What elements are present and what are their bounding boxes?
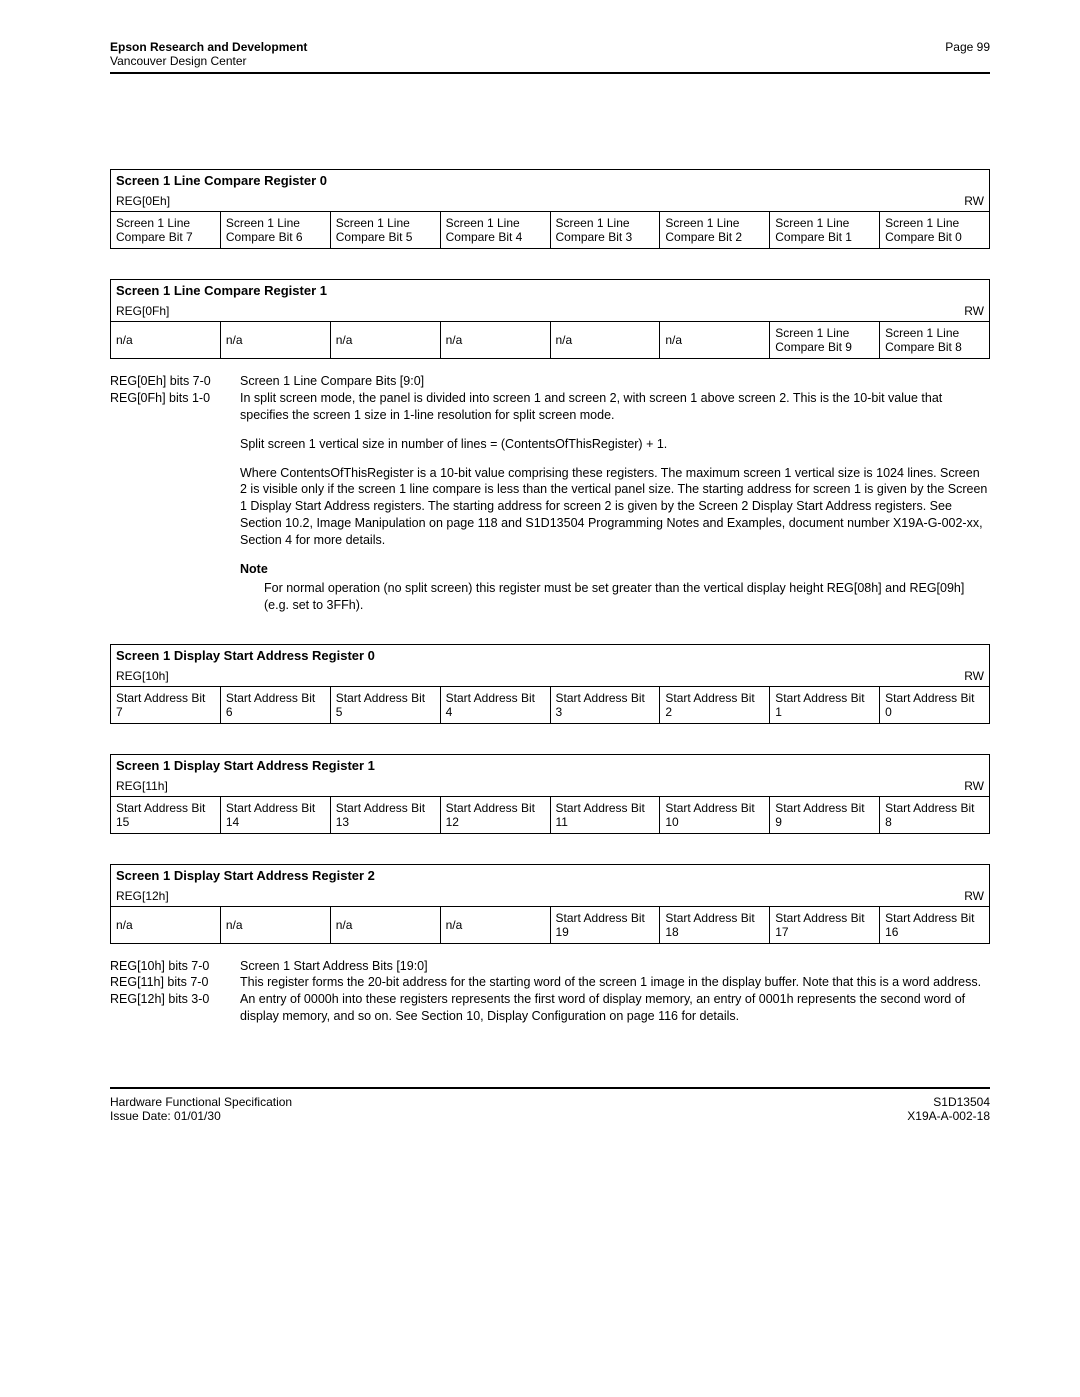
desc1: REG[0Eh] bits 7-0 REG[0Fh] bits 1-0 Scre…	[110, 373, 990, 614]
desc2-p1: This register forms the 20-bit address f…	[240, 974, 990, 1025]
reg11-bit11: Start Address Bit 11	[550, 796, 660, 833]
footer-right1: S1D13504	[907, 1095, 990, 1109]
reg12-access: RW	[964, 889, 984, 903]
reg12-table: Screen 1 Display Start Address Register …	[110, 864, 990, 944]
reg0f-table: Screen 1 Line Compare Register 1 REG[0Fh…	[110, 279, 990, 359]
reg11-title: Screen 1 Display Start Address Register …	[116, 758, 984, 773]
reg10-table: Screen 1 Display Start Address Register …	[110, 644, 990, 724]
reg0f-name: REG[0Fh]	[116, 304, 169, 318]
reg0f-bit2: n/a	[660, 322, 770, 359]
reg12-title: Screen 1 Display Start Address Register …	[116, 868, 984, 883]
reg12-bit7: n/a	[111, 906, 221, 943]
reg0e-bit7: Screen 1 Line Compare Bit 7	[111, 212, 221, 249]
reg12-name: REG[12h]	[116, 889, 169, 903]
footer-right2: X19A-A-002-18	[907, 1109, 990, 1123]
desc1-p2: Split screen 1 vertical size in number o…	[240, 436, 990, 453]
reg0f-bit1: Screen 1 Line Compare Bit 9	[770, 322, 880, 359]
reg10-access: RW	[964, 669, 984, 683]
reg10-bit6: Start Address Bit 6	[220, 686, 330, 723]
reg11-table: Screen 1 Display Start Address Register …	[110, 754, 990, 834]
reg11-bit13: Start Address Bit 13	[330, 796, 440, 833]
reg0e-bit1: Screen 1 Line Compare Bit 1	[770, 212, 880, 249]
desc2-l3: REG[12h] bits 3-0	[110, 991, 240, 1008]
reg0e-access: RW	[964, 194, 984, 208]
reg11-bit12: Start Address Bit 12	[440, 796, 550, 833]
reg10-bit0: Start Address Bit 0	[880, 686, 990, 723]
reg11-access: RW	[964, 779, 984, 793]
reg0e-bit2: Screen 1 Line Compare Bit 2	[660, 212, 770, 249]
reg10-name: REG[10h]	[116, 669, 169, 683]
reg12-bit5: n/a	[330, 906, 440, 943]
reg12-bit17: Start Address Bit 17	[770, 906, 880, 943]
footer-rule	[110, 1087, 990, 1089]
reg0f-bit3: n/a	[550, 322, 660, 359]
footer-left2: Issue Date: 01/01/30	[110, 1109, 292, 1123]
header-org: Epson Research and Development	[110, 40, 307, 54]
reg0e-bit5: Screen 1 Line Compare Bit 5	[330, 212, 440, 249]
desc1-l1: REG[0Eh] bits 7-0	[110, 373, 240, 390]
header-page: Page 99	[945, 40, 990, 54]
reg0e-bit3: Screen 1 Line Compare Bit 3	[550, 212, 660, 249]
reg0f-bit5: n/a	[330, 322, 440, 359]
desc1-note: For normal operation (no split screen) t…	[264, 580, 990, 614]
reg0e-bit6: Screen 1 Line Compare Bit 6	[220, 212, 330, 249]
reg12-bit4: n/a	[440, 906, 550, 943]
reg11-name: REG[11h]	[116, 779, 168, 793]
reg0f-bit4: n/a	[440, 322, 550, 359]
reg0f-bit0: Screen 1 Line Compare Bit 8	[880, 322, 990, 359]
reg10-bit4: Start Address Bit 4	[440, 686, 550, 723]
reg12-bit16: Start Address Bit 16	[880, 906, 990, 943]
header-sub: Vancouver Design Center	[110, 54, 307, 68]
reg0f-bit7: n/a	[111, 322, 221, 359]
footer-left1: Hardware Functional Specification	[110, 1095, 292, 1109]
desc2-l2: REG[11h] bits 7-0	[110, 974, 240, 991]
reg12-bit18: Start Address Bit 18	[660, 906, 770, 943]
desc1-p1: In split screen mode, the panel is divid…	[240, 390, 990, 424]
desc1-l2: REG[0Fh] bits 1-0	[110, 390, 240, 407]
reg0e-name: REG[0Eh]	[116, 194, 170, 208]
reg10-bit7: Start Address Bit 7	[111, 686, 221, 723]
desc2-t1: Screen 1 Start Address Bits [19:0]	[240, 958, 990, 975]
desc1-t1: Screen 1 Line Compare Bits [9:0]	[240, 373, 990, 390]
reg0e-bit0: Screen 1 Line Compare Bit 0	[880, 212, 990, 249]
reg10-bit3: Start Address Bit 3	[550, 686, 660, 723]
reg12-bit6: n/a	[220, 906, 330, 943]
desc2: REG[10h] bits 7-0 REG[11h] bits 7-0 REG[…	[110, 958, 990, 1038]
reg12-bit19: Start Address Bit 19	[550, 906, 660, 943]
reg11-bit9: Start Address Bit 9	[770, 796, 880, 833]
reg0e-bit4: Screen 1 Line Compare Bit 4	[440, 212, 550, 249]
reg0f-title: Screen 1 Line Compare Register 1	[116, 283, 984, 298]
reg10-title: Screen 1 Display Start Address Register …	[116, 648, 984, 663]
reg0f-bit6: n/a	[220, 322, 330, 359]
reg0e-table: Screen 1 Line Compare Register 0 REG[0Eh…	[110, 169, 990, 249]
page-footer: Hardware Functional Specification Issue …	[110, 1095, 990, 1123]
reg11-bit14: Start Address Bit 14	[220, 796, 330, 833]
desc1-p3: Where ContentsOfThisRegister is a 10-bit…	[240, 465, 990, 549]
desc1-note-label: Note	[240, 561, 990, 578]
reg0f-access: RW	[964, 304, 984, 318]
desc2-l1: REG[10h] bits 7-0	[110, 958, 240, 975]
reg10-bit5: Start Address Bit 5	[330, 686, 440, 723]
reg0e-title: Screen 1 Line Compare Register 0	[116, 173, 984, 188]
reg11-bit8: Start Address Bit 8	[880, 796, 990, 833]
reg11-bit15: Start Address Bit 15	[111, 796, 221, 833]
reg11-bit10: Start Address Bit 10	[660, 796, 770, 833]
page-header: Epson Research and Development Vancouver…	[110, 40, 990, 68]
reg10-bit1: Start Address Bit 1	[770, 686, 880, 723]
reg10-bit2: Start Address Bit 2	[660, 686, 770, 723]
